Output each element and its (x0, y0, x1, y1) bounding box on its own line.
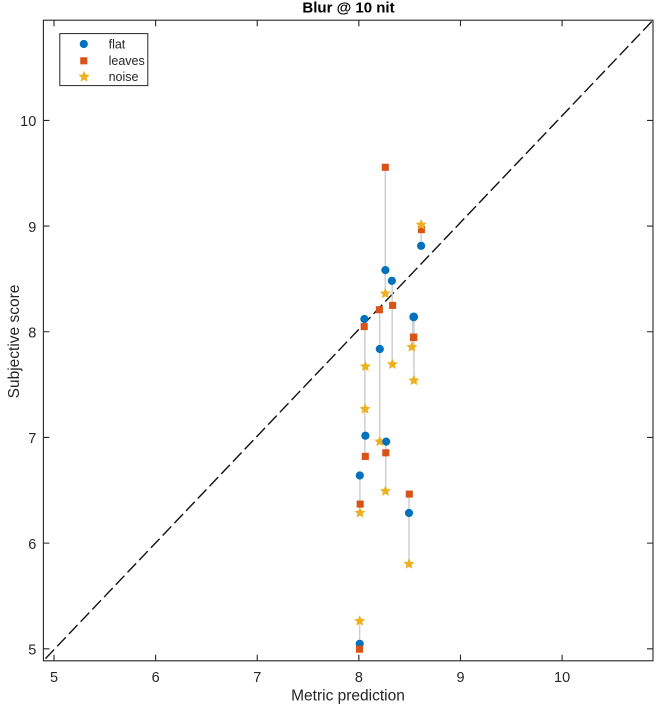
svg-text:10: 10 (554, 670, 570, 686)
svg-text:6: 6 (152, 670, 160, 686)
svg-text:Blur @ 10 nit: Blur @ 10 nit (302, 0, 394, 16)
svg-text:leaves: leaves (109, 54, 145, 68)
svg-text:Metric prediction: Metric prediction (291, 688, 405, 705)
svg-text:noise: noise (109, 70, 139, 84)
svg-text:7: 7 (28, 431, 36, 447)
svg-text:Subjective score: Subjective score (6, 285, 23, 399)
svg-text:8: 8 (355, 670, 363, 686)
svg-text:8: 8 (28, 326, 36, 342)
svg-text:9: 9 (28, 220, 36, 236)
svg-text:7: 7 (253, 670, 261, 686)
svg-text:5: 5 (50, 670, 58, 686)
svg-text:9: 9 (456, 670, 464, 686)
svg-text:6: 6 (28, 537, 36, 553)
svg-text:10: 10 (20, 114, 36, 130)
svg-text:flat: flat (109, 37, 126, 51)
svg-text:5: 5 (28, 643, 36, 659)
